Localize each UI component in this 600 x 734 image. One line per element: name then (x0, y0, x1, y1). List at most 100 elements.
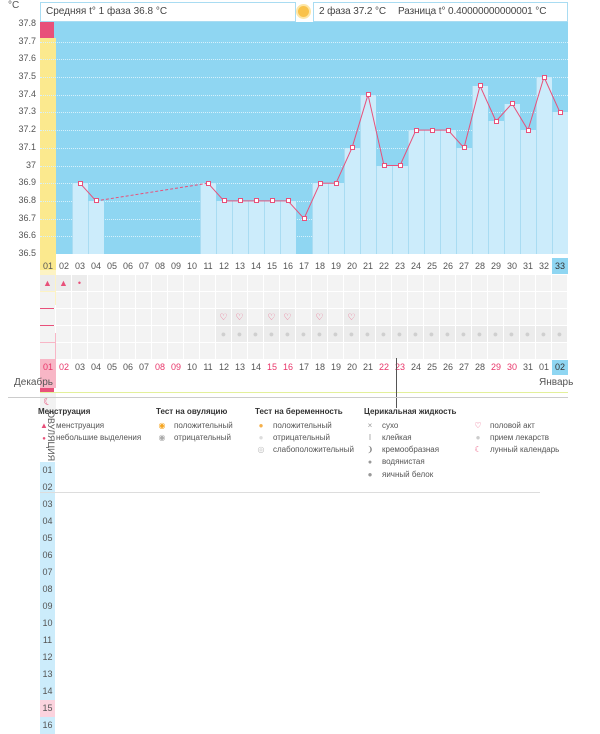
temp-point[interactable] (477, 83, 483, 89)
day-icon-cell[interactable] (40, 292, 55, 308)
day-icon-cell[interactable] (488, 343, 503, 359)
day-icon-cell[interactable] (264, 275, 279, 291)
day-icon-cell[interactable] (456, 309, 471, 325)
day-icon-cell[interactable] (424, 275, 439, 291)
day-icon-cell[interactable] (408, 292, 423, 308)
heart-icon[interactable]: ♡ (280, 309, 295, 325)
day-icon-cell[interactable] (264, 292, 279, 308)
pill-icon[interactable]: ● (296, 326, 311, 342)
day-icon-cell[interactable] (152, 309, 167, 325)
day-icon-cell[interactable] (360, 309, 375, 325)
day-icon-cell[interactable] (536, 343, 551, 359)
day-icon-cell[interactable] (232, 275, 247, 291)
pill-icon[interactable]: ● (248, 326, 263, 342)
day-icon-cell[interactable] (440, 292, 455, 308)
day-icon-cell[interactable] (152, 275, 167, 291)
temp-point[interactable] (205, 180, 211, 186)
heart-icon[interactable]: ♡ (312, 309, 327, 325)
temp-point[interactable] (397, 163, 403, 168)
menstruation-icon[interactable]: ▲ (40, 275, 55, 291)
day-icon-cell[interactable] (504, 275, 519, 291)
day-icon-cell[interactable] (136, 292, 151, 308)
day-icon-cell[interactable] (376, 292, 391, 308)
day-icon-cell[interactable] (520, 343, 535, 359)
day-icon-cell[interactable] (104, 275, 119, 291)
pill-icon[interactable]: ● (472, 326, 487, 342)
day-icon-cell[interactable] (88, 275, 103, 291)
day-icon-cell[interactable] (248, 275, 263, 291)
day-icon-cell[interactable] (520, 309, 535, 325)
heart-icon[interactable]: ♡ (264, 309, 279, 325)
day-icon-cell[interactable] (504, 309, 519, 325)
day-icon-cell[interactable] (72, 309, 87, 325)
day-icon-cell[interactable] (376, 309, 391, 325)
day-icon-cell[interactable] (360, 343, 375, 359)
day-icon-cell[interactable] (168, 275, 183, 291)
pill-icon[interactable]: ● (312, 326, 327, 342)
day-icon-cell[interactable] (88, 343, 103, 359)
day-icon-cell[interactable] (472, 292, 487, 308)
day-icon-cell[interactable] (312, 292, 327, 308)
day-icon-cell[interactable] (392, 343, 407, 359)
day-icon-cell[interactable] (200, 326, 215, 342)
day-icon-cell[interactable] (328, 309, 343, 325)
spotting-icon[interactable]: • (72, 275, 87, 291)
day-icon-cell[interactable] (360, 292, 375, 308)
pill-icon[interactable]: ● (408, 326, 423, 342)
day-icon-cell[interactable] (120, 275, 135, 291)
day-icon-cell[interactable] (72, 326, 87, 342)
day-icon-cell[interactable] (168, 292, 183, 308)
day-icon-cell[interactable] (504, 292, 519, 308)
pill-icon[interactable]: ● (504, 326, 519, 342)
temp-point[interactable] (349, 145, 355, 151)
day-icon-cell[interactable] (360, 275, 375, 291)
day-icon-cell[interactable] (264, 343, 279, 359)
day-icon-cell[interactable] (248, 309, 263, 325)
temp-point[interactable] (269, 198, 275, 204)
temp-point[interactable] (509, 101, 515, 107)
temp-point[interactable] (77, 180, 83, 186)
pill-icon[interactable]: ● (376, 326, 391, 342)
day-icon-cell[interactable] (104, 326, 119, 342)
day-icon-cell[interactable] (296, 309, 311, 325)
day-icon-cell[interactable] (456, 343, 471, 359)
day-icon-cell[interactable] (232, 343, 247, 359)
heart-icon[interactable]: ♡ (232, 309, 247, 325)
day-icon-cell[interactable] (184, 326, 199, 342)
day-icon-cell[interactable] (392, 292, 407, 308)
day-icon-cell[interactable] (88, 292, 103, 308)
pill-icon[interactable]: ● (520, 326, 535, 342)
pill-icon[interactable]: ● (456, 326, 471, 342)
day-icon-cell[interactable] (216, 292, 231, 308)
temp-point[interactable] (429, 127, 435, 133)
day-icon-cell[interactable] (280, 275, 295, 291)
day-icon-cell[interactable] (120, 309, 135, 325)
day-icon-cell[interactable] (376, 343, 391, 359)
day-icon-cell[interactable] (312, 343, 327, 359)
day-icon-cell[interactable] (520, 275, 535, 291)
pill-icon[interactable]: ● (536, 326, 551, 342)
day-icon-cell[interactable] (296, 275, 311, 291)
temp-point[interactable] (445, 127, 451, 133)
day-icon-cell[interactable] (552, 343, 567, 359)
pill-icon[interactable]: ● (440, 326, 455, 342)
day-icon-cell[interactable] (312, 275, 327, 291)
pill-icon[interactable]: ● (424, 326, 439, 342)
day-icon-cell[interactable] (152, 326, 167, 342)
pill-icon[interactable]: ● (328, 326, 343, 342)
day-icon-cell[interactable] (472, 343, 487, 359)
pill-icon[interactable]: ● (264, 326, 279, 342)
day-icon-cell[interactable] (184, 292, 199, 308)
day-icon-cell[interactable] (408, 343, 423, 359)
day-icon-cell[interactable] (440, 343, 455, 359)
day-icon-cell[interactable] (200, 275, 215, 291)
day-icon-cell[interactable] (328, 343, 343, 359)
day-icon-cell[interactable] (40, 343, 55, 359)
pill-icon[interactable]: ● (488, 326, 503, 342)
day-icon-cell[interactable] (488, 292, 503, 308)
day-icon-cell[interactable] (344, 292, 359, 308)
day-icon-cell[interactable] (488, 309, 503, 325)
heart-icon[interactable]: ♡ (344, 309, 359, 325)
menstruation-icon[interactable]: ▲ (56, 275, 71, 291)
day-icon-cell[interactable] (392, 275, 407, 291)
